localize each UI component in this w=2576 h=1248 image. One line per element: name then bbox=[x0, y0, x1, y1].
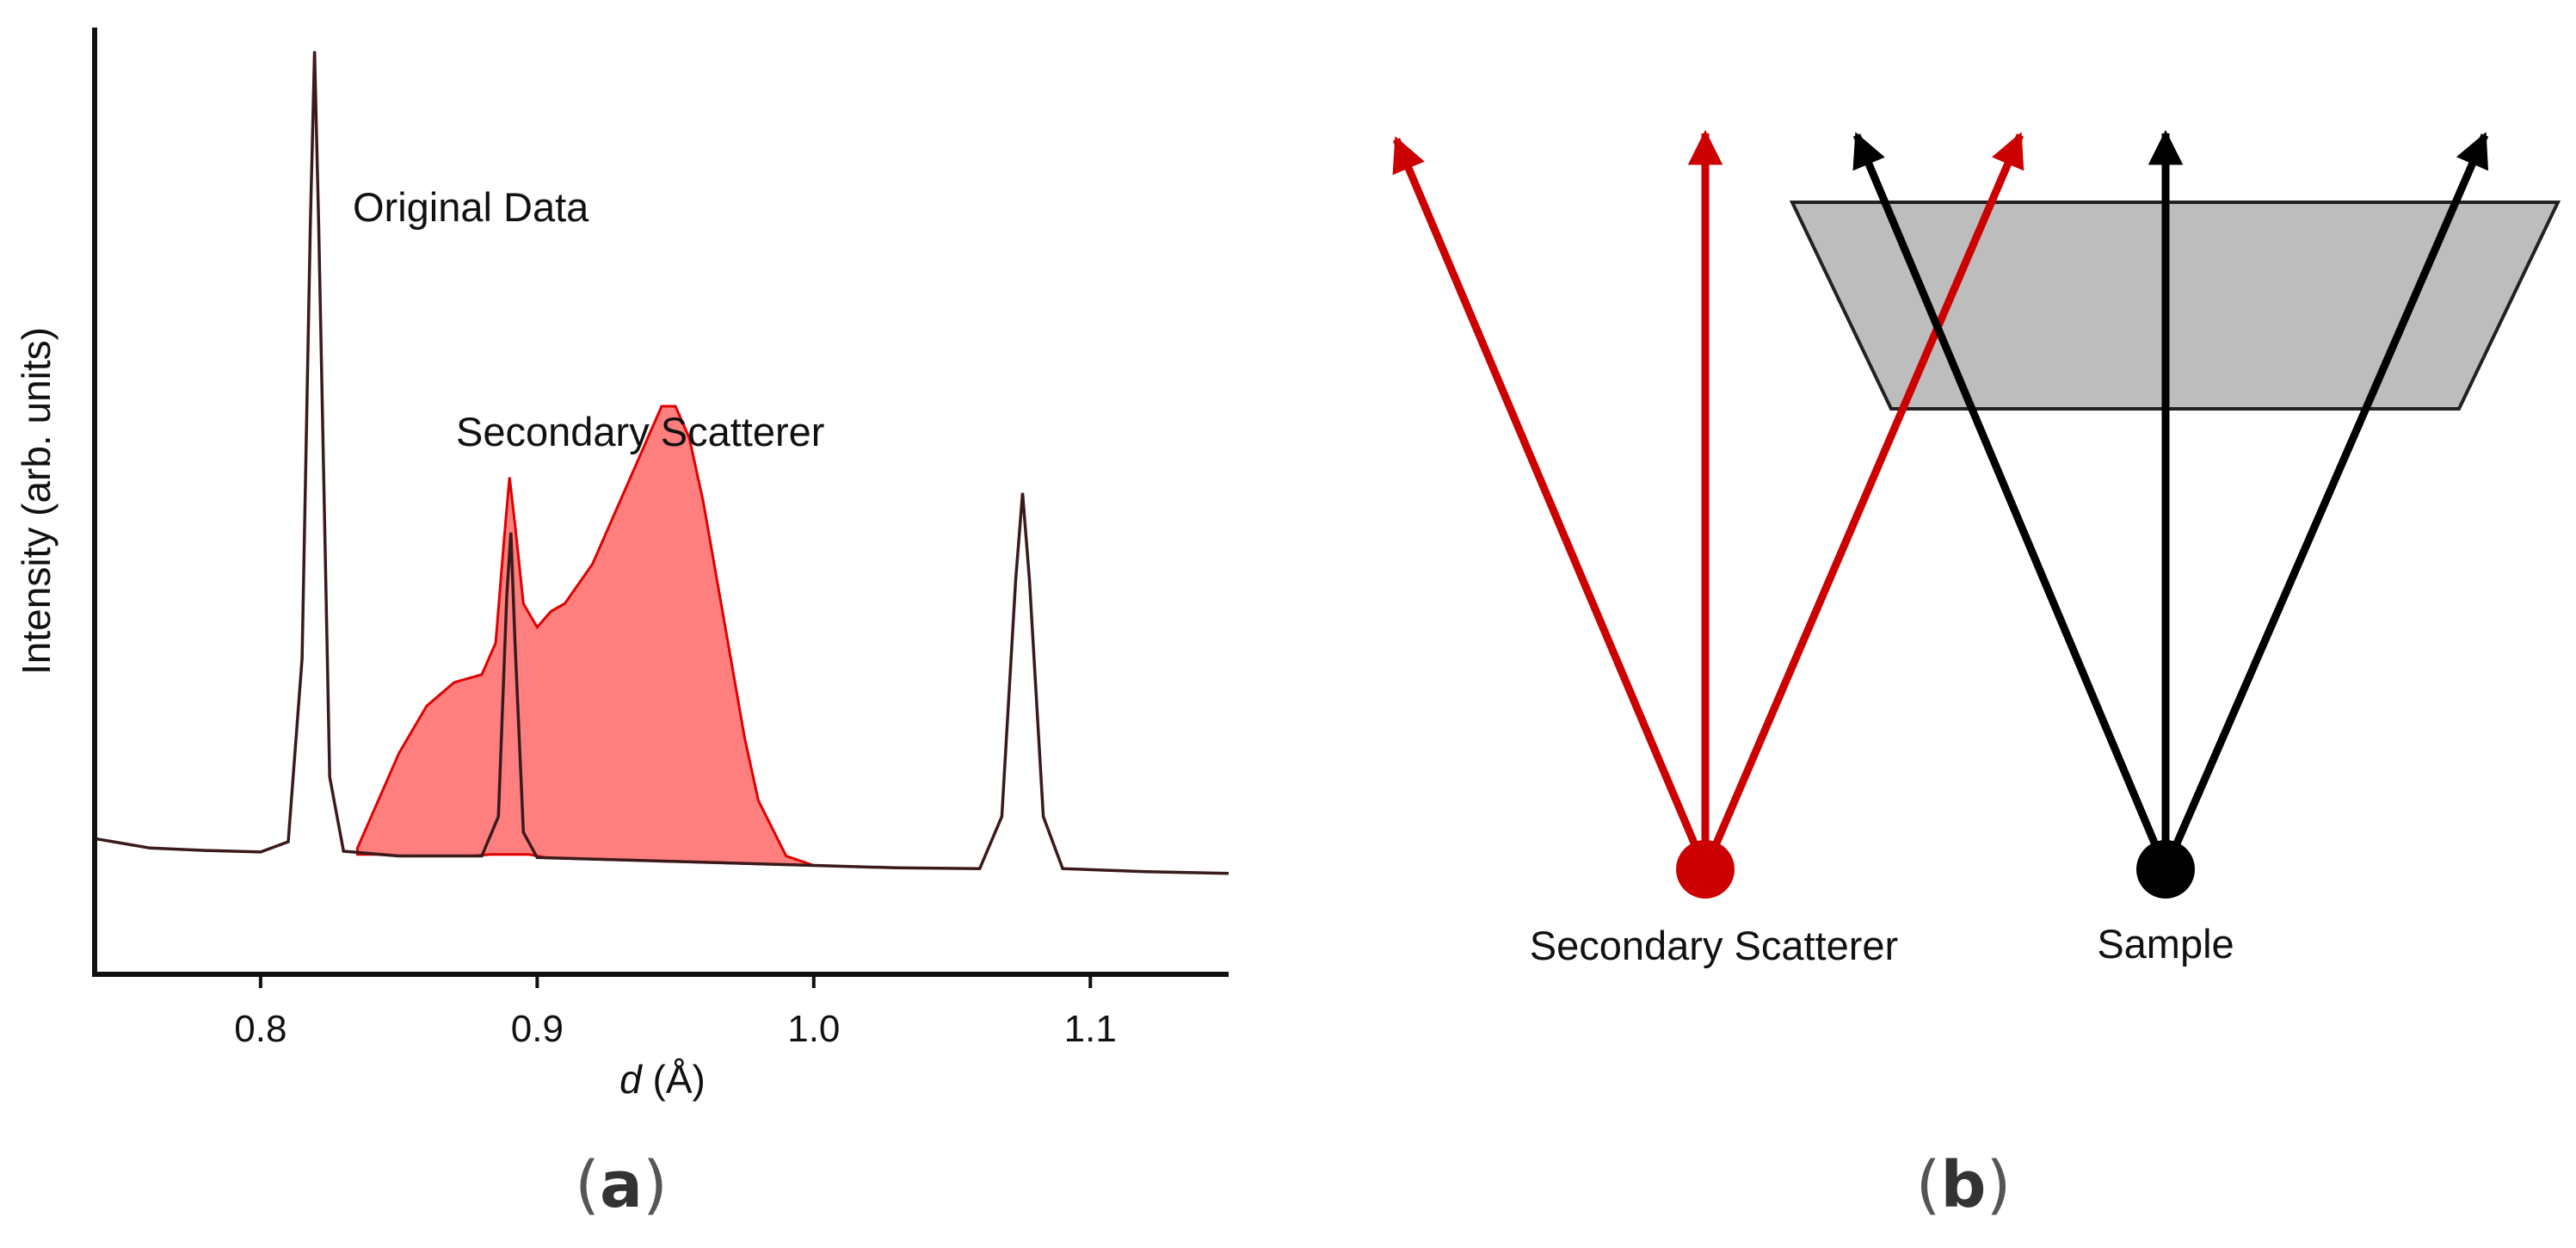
panel-label-a: (a) bbox=[575, 1148, 668, 1222]
x-ticks: 0.8 0.9 1.0 1.1 bbox=[234, 974, 1117, 1050]
y-axis-title: Intensity (arb. units) bbox=[14, 327, 59, 675]
x-tick-label: 1.1 bbox=[1064, 1008, 1117, 1050]
panel-label-b: (b) bbox=[1916, 1148, 2012, 1222]
panel-a-chart: 0.8 0.9 1.0 1.1 Intensity (arb. units) d (Å… bbox=[14, 28, 1229, 1222]
panel-b-schematic: Secondary Scatterer Sample (b) bbox=[1392, 129, 2561, 1222]
secondary-scatterer-source bbox=[1676, 840, 1735, 899]
x-tick-label: 1.0 bbox=[787, 1008, 840, 1050]
annotation-secondary-scatterer: Secondary Scatterer bbox=[456, 409, 824, 454]
x-tick-label: 0.8 bbox=[234, 1008, 287, 1050]
detector-plate bbox=[1789, 201, 2561, 411]
sample-source bbox=[2136, 840, 2195, 899]
x-tick-label: 0.9 bbox=[511, 1008, 564, 1050]
sample-ray-right bbox=[2161, 132, 2489, 871]
sample-ray-left bbox=[1852, 132, 2170, 871]
x-axis-title: d (Å) bbox=[619, 1057, 706, 1102]
annotation-original-data: Original Data bbox=[353, 184, 589, 230]
original-data-line bbox=[94, 51, 1229, 875]
label-secondary-scatterer: Secondary Scatterer bbox=[1530, 923, 1898, 968]
secondary-ray-right bbox=[1701, 132, 2024, 871]
secondary-ray-left bbox=[1392, 136, 1710, 871]
label-sample: Sample bbox=[2097, 921, 2234, 967]
secondary-scatterer-area bbox=[355, 405, 815, 867]
